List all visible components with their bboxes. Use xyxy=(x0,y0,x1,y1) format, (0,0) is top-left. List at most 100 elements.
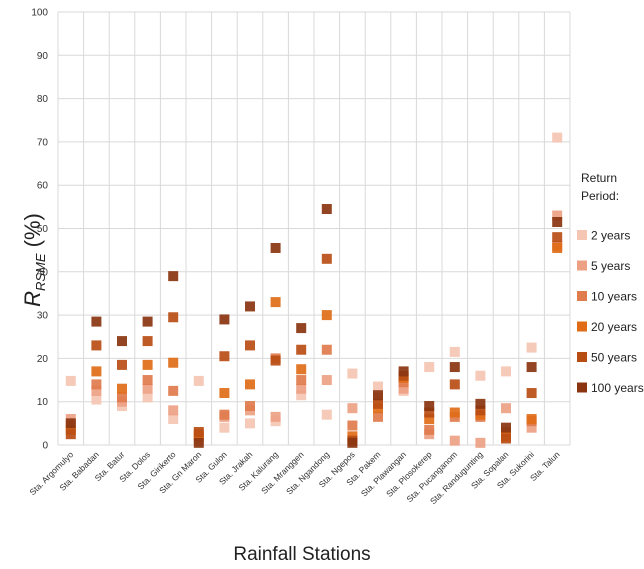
y-tick-label: 20 xyxy=(37,354,49,365)
data-point-20-years xyxy=(526,414,537,425)
data-point-100-years xyxy=(296,323,307,334)
data-point-10-years xyxy=(168,385,179,396)
legend-title-line-2: Period: xyxy=(581,189,619,203)
data-point-2-years xyxy=(296,390,307,401)
x-tick-label: Sta. Argomulyo xyxy=(27,449,75,497)
data-point-100-years xyxy=(65,418,76,429)
data-point-5-years xyxy=(168,405,179,416)
data-point-5-years xyxy=(526,422,537,433)
data-point-50-years xyxy=(219,351,230,362)
data-point-100-years xyxy=(424,401,435,412)
y-axis-title-main: R xyxy=(20,291,45,307)
y-tick-label: 70 xyxy=(37,137,49,148)
x-axis-title: Rainfall Stations xyxy=(233,544,370,565)
legend-items: 2 years 5 years 10 years 20 years 50 years 10… xyxy=(577,229,644,395)
data-point-2-years xyxy=(321,409,332,420)
y-axis-ticks: 0 10 20 30 40 50 60 70 80 90 100 xyxy=(31,8,48,452)
legend-label: 5 years xyxy=(591,259,630,273)
data-point-50-years xyxy=(449,379,460,390)
y-axis-title: RRSME (%) xyxy=(20,213,48,307)
legend-swatch xyxy=(577,260,587,271)
data-point-50-years xyxy=(501,433,511,444)
data-point-100-years xyxy=(91,316,102,327)
data-point-2-years xyxy=(91,394,102,405)
data-point-100-years xyxy=(270,242,281,253)
data-point-20-years xyxy=(296,364,307,375)
y-tick-label: 90 xyxy=(37,51,49,62)
y-axis-title-subscript: RSME xyxy=(33,253,48,291)
y-tick-label: 30 xyxy=(37,311,49,322)
data-point-10-years xyxy=(347,420,358,431)
data-point-5-years xyxy=(321,375,332,386)
data-point-100-years xyxy=(219,314,230,325)
data-point-2-years xyxy=(219,422,230,433)
data-point-100-years xyxy=(168,271,179,282)
y-tick-label: 0 xyxy=(42,441,48,452)
data-point-5-years xyxy=(270,411,281,422)
data-point-2-years xyxy=(245,418,255,429)
data-point-10-years xyxy=(373,411,383,422)
legend-swatch xyxy=(577,352,587,362)
data-point-2-years xyxy=(501,366,511,377)
data-point-50-years xyxy=(373,398,383,409)
data-point-2-years xyxy=(526,342,537,353)
legend-swatch xyxy=(577,291,587,301)
data-point-50-years xyxy=(424,407,435,418)
data-point-50-years xyxy=(245,340,255,351)
data-point-100-years xyxy=(398,366,409,377)
data-point-50-years xyxy=(168,312,179,323)
data-point-5-years xyxy=(296,383,307,394)
legend-swatch xyxy=(577,382,587,393)
data-point-5-years xyxy=(475,437,486,448)
data-point-100-years xyxy=(142,316,153,327)
y-tick-label: 10 xyxy=(37,397,49,408)
data-point-100-years xyxy=(321,204,332,215)
data-point-20-years xyxy=(142,359,153,370)
data-point-5-years xyxy=(142,383,153,394)
y-tick-label: 50 xyxy=(37,224,49,235)
data-point-10-years xyxy=(142,375,153,386)
data-point-100-years xyxy=(526,362,537,373)
y-tick-label: 60 xyxy=(37,181,49,192)
data-point-10-years xyxy=(296,375,307,386)
data-point-2-years xyxy=(373,381,383,392)
data-point-50-years xyxy=(65,429,76,440)
data-point-100-years xyxy=(245,301,255,312)
data-point-20-years xyxy=(270,297,281,308)
data-point-2-years xyxy=(347,368,358,379)
data-point-2-years xyxy=(168,414,179,425)
legend-label: 10 years xyxy=(591,290,637,304)
data-point-50-years xyxy=(117,359,127,370)
data-point-50-years xyxy=(91,340,102,351)
data-point-100-years xyxy=(117,336,127,347)
data-point-20-years xyxy=(91,366,102,377)
data-markers xyxy=(65,132,563,448)
legend-title-line-1: Return xyxy=(581,171,617,185)
data-point-100-years xyxy=(501,422,511,433)
legend-label: 100 years xyxy=(591,381,644,395)
data-point-100-years xyxy=(193,437,204,448)
grid-lines xyxy=(57,11,571,446)
data-point-100-years xyxy=(552,217,563,228)
legend-label: 20 years xyxy=(591,320,637,334)
data-point-20-years xyxy=(449,407,460,418)
data-point-50-years xyxy=(193,427,204,438)
legend-label: 2 years xyxy=(591,229,630,243)
data-point-5-years xyxy=(449,435,460,446)
data-point-50-years xyxy=(296,344,307,355)
y-axis-title-unit: (%) xyxy=(20,213,45,253)
data-point-50-years xyxy=(142,336,153,347)
legend-swatch xyxy=(577,321,587,332)
data-point-5-years xyxy=(552,210,563,221)
data-point-50-years xyxy=(475,405,486,416)
data-point-10-years xyxy=(424,424,435,435)
data-point-100-years xyxy=(347,437,358,448)
y-tick-label: 100 xyxy=(31,8,48,19)
data-point-20-years xyxy=(168,357,179,368)
legend-swatch xyxy=(577,230,587,240)
data-point-10-years xyxy=(117,392,127,403)
data-point-2-years xyxy=(65,375,76,386)
data-point-2-years xyxy=(193,375,204,386)
